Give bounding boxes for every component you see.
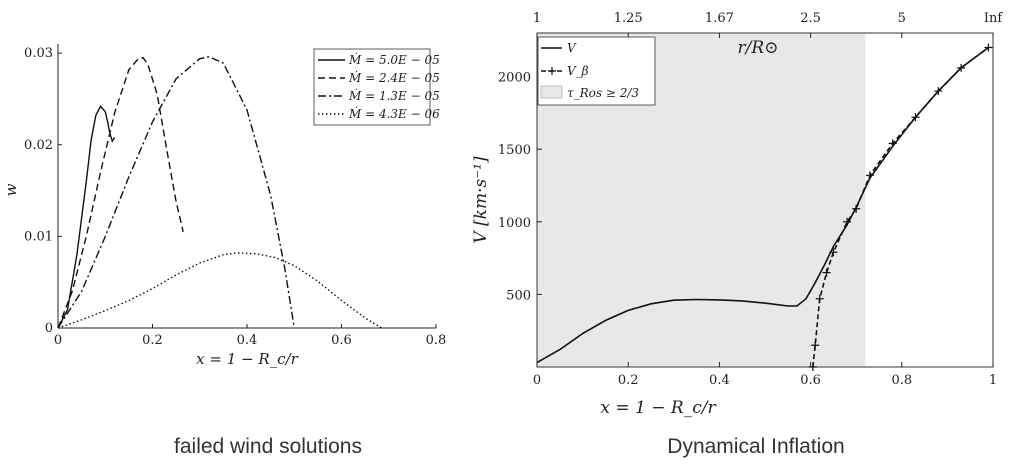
right-series-marker	[911, 113, 920, 122]
left-series-line-1	[57, 105, 116, 329]
right-x-axis-label: x = 1 − R_c/r	[600, 398, 716, 418]
right-top-tick-label: 2.5	[800, 11, 821, 26]
left-legend-entry: Ṁ = 2.4E − 05	[348, 70, 440, 85]
right-legend-entry: V	[567, 41, 577, 55]
right-x-tick-label: 1	[989, 373, 997, 388]
right-series-marker	[934, 87, 943, 96]
left-y-tick-label: 0.02	[24, 138, 53, 153]
left-x-tick-label: 0.4	[237, 333, 258, 348]
right-y-axis-label: V [km·s⁻¹]	[471, 156, 491, 244]
right-series-marker	[852, 204, 861, 213]
right-series-marker	[808, 363, 817, 371]
right-legend-shade-swatch	[540, 85, 563, 99]
right-x-tick-label: 0.8	[891, 373, 912, 388]
right-x-tick-label: 0.4	[709, 373, 730, 388]
right-legend: V V_β τ_Ros ≥ 2/3	[537, 36, 656, 106]
right-plot-frame	[536, 32, 994, 368]
right-series-marker	[829, 248, 838, 257]
right-series-marker	[811, 341, 820, 350]
right-caption: Dynamical Inflation	[667, 435, 844, 458]
right-series-marker	[888, 139, 897, 148]
left-series-line-2	[57, 56, 184, 329]
left-series-line-4	[57, 252, 383, 329]
left-x-tick-label: 0.8	[426, 333, 447, 348]
right-top-tick-label: 1.25	[614, 11, 643, 26]
left-legend-entry: Ṁ = 1.3E − 05	[348, 88, 440, 103]
left-x-axis-label: x = 1 − R_c/r	[196, 350, 298, 368]
right-top-axis-label: r/R⊙	[738, 38, 779, 58]
right-top-tick-label: 5	[898, 11, 906, 26]
left-legend-entry: Ṁ = 5.0E − 05	[348, 52, 440, 67]
right-series-marker	[815, 294, 824, 303]
left-x-tick-label: 0.2	[142, 333, 163, 348]
right-x-tick-label: 0.6	[800, 373, 821, 388]
left-chart: 0 0.2 0.4 0.6 0.8 0 0.01 0.02 0.03 x = 1 − R_c/…	[2, 44, 446, 368]
right-top-tick-label: 1	[533, 11, 541, 26]
right-series-marker	[822, 268, 831, 277]
left-legend-box	[313, 48, 431, 126]
left-y-tick-label: 0.03	[24, 46, 53, 61]
right-legend-marker	[548, 67, 556, 75]
right-x-tick-label: 0.2	[618, 373, 639, 388]
right-y-tick-label: 2000	[498, 71, 531, 86]
left-y-tick-label: 0.01	[24, 229, 53, 244]
right-y-tick-label: 1500	[498, 143, 531, 158]
right-legend-entry: τ_Ros ≥ 2/3	[567, 86, 639, 100]
right-series-marker	[957, 63, 966, 72]
right-legend-entry: V_β	[567, 64, 589, 78]
left-caption: failed wind solutions	[174, 435, 362, 458]
left-legend-entry: Ṁ = 4.3E − 06	[348, 106, 440, 121]
left-series-line-3	[57, 56, 295, 329]
right-y-tick-label: 1000	[498, 216, 531, 231]
left-x-tick-label: 0.6	[331, 333, 352, 348]
right-y-tick-label: 500	[506, 288, 531, 303]
right-chart: 0 0.2 0.4 0.6 0.8 1 500 1000 1500 2000 1 1.25 1.67…	[471, 11, 1003, 418]
left-legend: Ṁ = 5.0E − 05 Ṁ = 2.4E − 05 Ṁ = 1.3E − 05 Ṁ…	[313, 48, 440, 126]
left-x-tick-label: 0	[54, 333, 62, 348]
left-y-axis-label: w	[2, 183, 20, 196]
right-top-tick-label: Inf	[984, 11, 1004, 26]
right-series-marker	[865, 171, 874, 180]
right-series-marker	[843, 217, 852, 226]
right-x-tick-label: 0	[533, 373, 541, 388]
right-series-marker	[984, 43, 993, 52]
left-y-tick-label: 0	[45, 321, 53, 336]
right-top-tick-label: 1.67	[705, 11, 734, 26]
